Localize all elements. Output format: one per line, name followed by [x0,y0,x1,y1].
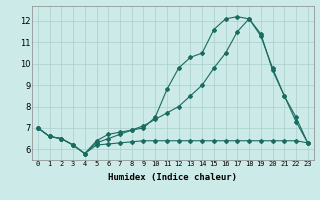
X-axis label: Humidex (Indice chaleur): Humidex (Indice chaleur) [108,173,237,182]
